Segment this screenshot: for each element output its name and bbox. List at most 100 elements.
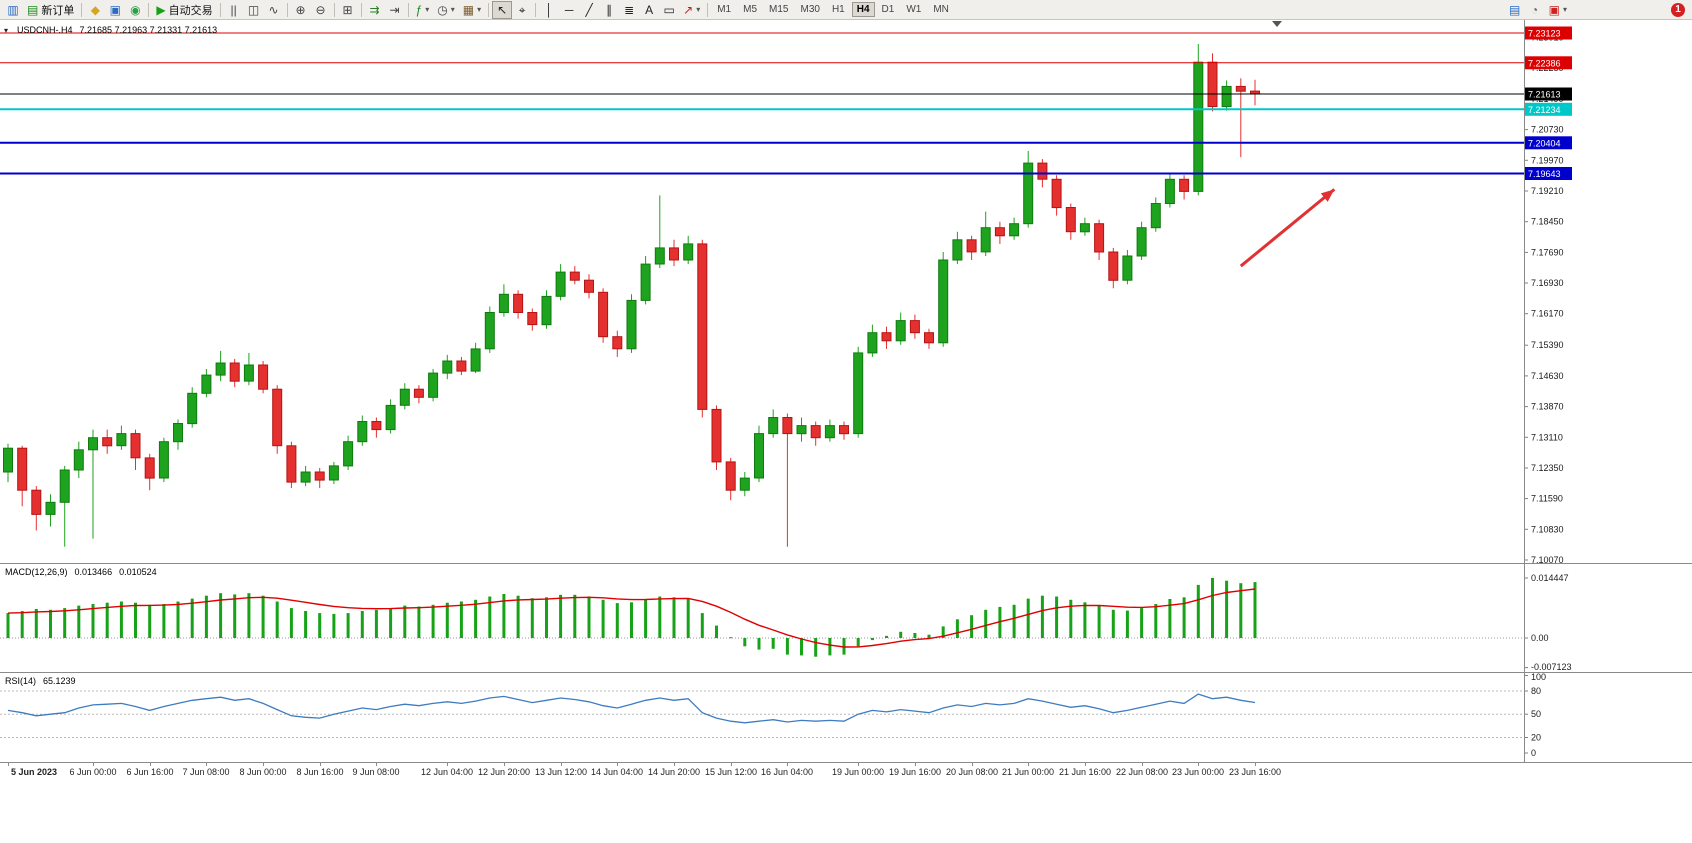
new-order-button[interactable]: ▤ 新订单 xyxy=(23,1,78,19)
templates-icon: ▦ xyxy=(462,2,475,17)
macd-panel-canvas[interactable] xyxy=(0,564,1524,672)
macd-histogram-bar xyxy=(771,638,775,649)
rsi-panel-divider[interactable] xyxy=(0,672,1692,673)
time-tick xyxy=(8,763,9,766)
candle xyxy=(59,465,70,547)
macd-histogram-bar xyxy=(644,599,648,638)
main-chart-canvas[interactable] xyxy=(0,20,1524,563)
label-icon[interactable]: ▭ xyxy=(659,1,679,19)
periods-icon[interactable]: ◷ ▾ xyxy=(433,1,459,19)
vertical-line-icon[interactable]: │ xyxy=(539,1,559,19)
toolbar-separator xyxy=(219,2,221,17)
timeframe-button-m5[interactable]: M5 xyxy=(743,4,758,15)
rsi-indicator-label: RSI(14) 65.1239 xyxy=(5,676,76,686)
macd-histogram-bar xyxy=(1168,599,1172,638)
candle xyxy=(1051,175,1062,216)
rsi-axis-label: 0 xyxy=(1531,748,1536,758)
macd-histogram-bar xyxy=(870,638,874,641)
time-tick xyxy=(206,763,207,766)
market-depth-icon[interactable]: ▤ xyxy=(1505,1,1525,19)
crosshair-icon[interactable]: ⌖ xyxy=(512,1,532,19)
timeframe-button-m15[interactable]: M15 xyxy=(769,4,789,15)
price-axis-label: 7.11590 xyxy=(1531,494,1563,504)
candle xyxy=(966,235,977,260)
candle xyxy=(1108,247,1119,289)
macd-histogram-bar xyxy=(1040,595,1044,638)
candle xyxy=(1079,217,1090,236)
arrows-tool-icon[interactable]: ↗ ▾ xyxy=(679,1,704,19)
chart-shift-icon[interactable]: ⇥ xyxy=(385,1,405,19)
macd-histogram-bar xyxy=(715,625,718,639)
macd-histogram-bar xyxy=(672,597,676,638)
navigator-icon[interactable]: ◉ xyxy=(125,1,145,19)
cursor-icon[interactable]: ↖ xyxy=(492,0,513,19)
zoom-in-icon: ⊕ xyxy=(295,2,306,17)
time-tick xyxy=(1085,763,1086,766)
macd-histogram-bar xyxy=(119,601,123,638)
candle xyxy=(810,421,821,446)
candle xyxy=(1009,217,1020,240)
price-axis[interactable]: 7.230107.222507.214907.207307.199707.192… xyxy=(1525,20,1692,563)
rsi-axis[interactable]: 100 80 50 20 0 xyxy=(1525,673,1692,762)
candle xyxy=(173,419,183,450)
line-chart-mode-icon[interactable]: ∿ xyxy=(264,1,284,19)
fibonacci-icon[interactable]: ≣ xyxy=(619,1,639,19)
text-icon[interactable]: A xyxy=(639,1,659,19)
macd-histogram-bar xyxy=(332,613,336,638)
notification-badge[interactable]: 1 xyxy=(1671,2,1685,17)
macd-histogram-bar xyxy=(700,613,704,638)
macd-histogram-bar xyxy=(1012,604,1016,638)
timeframe-button-w1[interactable]: W1 xyxy=(906,4,922,15)
market-watch-icon[interactable]: ▣ xyxy=(105,1,125,19)
metaeditor-icon[interactable]: ◆ xyxy=(85,1,105,19)
new-chart-icon[interactable]: ▥ xyxy=(3,1,23,19)
autotrading-button[interactable]: ▶ 自动交易 xyxy=(152,1,216,19)
timeframe-button-m1[interactable]: M1 xyxy=(717,4,732,15)
alerts-icon[interactable]: ◔ xyxy=(1525,1,1545,19)
time-axis-label: 19 Jun 00:00 xyxy=(831,767,885,777)
rsi-axis-label: 100 xyxy=(1531,673,1546,682)
candle xyxy=(555,264,566,301)
templates-icon[interactable]: ▦ ▾ xyxy=(459,1,485,19)
news-icon[interactable]: ▣ ▾ xyxy=(1545,1,1571,19)
time-axis[interactable]: 5 Jun 2023 6 Jun 00:00 6 Jun 16:00 7 Jun 08… xyxy=(0,762,1692,780)
timeframe-button-d1[interactable]: D1 xyxy=(881,4,895,15)
timeframe-button-m30[interactable]: M30 xyxy=(800,4,820,15)
candle xyxy=(980,211,991,256)
one-click-trading-toggle[interactable]: ▾ xyxy=(4,25,9,35)
auto-scroll-icon[interactable]: ⇉ xyxy=(365,1,385,19)
trend-arrow-annotation[interactable] xyxy=(1239,188,1336,268)
zoom-in-icon[interactable]: ⊕ xyxy=(291,1,311,19)
trendline-icon[interactable]: ╱ xyxy=(579,1,599,19)
market-depth-icon: ▤ xyxy=(1508,2,1521,17)
horizontal-line-icon[interactable]: ─ xyxy=(559,1,579,19)
price-axis-label: 7.13110 xyxy=(1531,432,1563,442)
channel-icon[interactable]: ∥ xyxy=(599,1,619,19)
macd-panel-divider[interactable] xyxy=(0,563,1692,564)
macd-histogram-bar xyxy=(729,637,733,639)
candle xyxy=(201,369,212,398)
indicators-icon[interactable]: ƒ ▾ xyxy=(412,1,434,19)
macd-histogram-bar xyxy=(219,593,223,638)
candle xyxy=(909,314,920,339)
candlestick-mode-icon[interactable]: ◫ xyxy=(244,1,264,19)
candle xyxy=(513,290,524,319)
rsi-panel-canvas[interactable] xyxy=(0,673,1524,762)
time-tick xyxy=(972,763,973,766)
time-tick xyxy=(1198,763,1199,766)
candle xyxy=(640,256,651,305)
candle xyxy=(1207,53,1218,112)
candle xyxy=(243,352,254,386)
macd-axis[interactable]: 0.014447 0.00 -0.007123 xyxy=(1525,564,1692,672)
time-tick xyxy=(1142,763,1143,766)
time-tick xyxy=(674,763,675,766)
timeframe-button-mn[interactable]: MN xyxy=(933,4,949,15)
dropdown-caret-icon: ▾ xyxy=(1562,5,1567,14)
bar-chart-mode-icon[interactable]: || xyxy=(224,1,244,19)
chart-shift-marker[interactable] xyxy=(1272,21,1282,27)
tile-windows-icon[interactable]: ⊞ xyxy=(338,1,358,19)
label-icon: ▭ xyxy=(663,2,675,17)
timeframe-button-h4[interactable]: H4 xyxy=(851,2,875,17)
timeframe-button-h1[interactable]: H1 xyxy=(831,4,845,15)
zoom-out-icon[interactable]: ⊖ xyxy=(311,1,331,19)
